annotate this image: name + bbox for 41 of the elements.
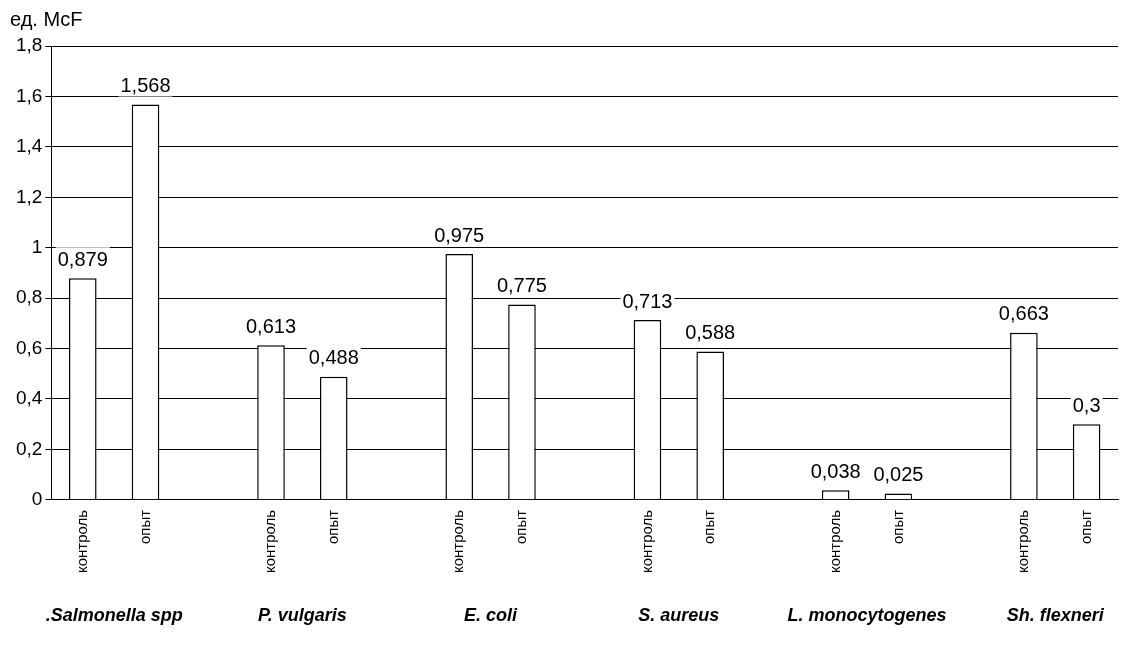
x-tick-label: опыт bbox=[888, 509, 906, 544]
data-label: 0,713 bbox=[622, 289, 673, 312]
y-tick-label: 1 bbox=[31, 235, 43, 257]
y-tick-label: 0,8 bbox=[15, 286, 43, 308]
x-tick-label: контроль bbox=[825, 509, 843, 574]
text: E. coli bbox=[464, 604, 519, 625]
y-tick-label: 1,2 bbox=[15, 185, 43, 207]
text: L. monocytogenes bbox=[787, 604, 947, 625]
data-label: 0,663 bbox=[998, 302, 1049, 325]
y-tick-label: 0,2 bbox=[15, 437, 43, 459]
y-tick-label: 0 bbox=[31, 488, 43, 510]
y-tick-label: 1,6 bbox=[15, 84, 43, 106]
data-label: 0,588 bbox=[685, 321, 736, 344]
text: P. vulgaris bbox=[258, 604, 347, 625]
data-label: 0,3 bbox=[1072, 393, 1101, 416]
y-axis-title: ед. McF bbox=[10, 7, 83, 30]
x-tick-label: контроль bbox=[1014, 509, 1032, 574]
data-label: 0,775 bbox=[496, 273, 547, 296]
data-label: 1,568 bbox=[120, 74, 171, 97]
x-tick-label: опыт bbox=[512, 509, 530, 544]
x-tick-label: контроль bbox=[449, 509, 467, 574]
x-tick-label: контроль bbox=[261, 509, 279, 574]
data-label: 0,038 bbox=[810, 459, 861, 482]
x-tick-label: опыт bbox=[700, 509, 718, 544]
y-tick-label: 1,8 bbox=[15, 34, 43, 56]
y-tick-label: 1,4 bbox=[15, 135, 43, 157]
data-label: 0,025 bbox=[873, 463, 924, 486]
x-tick-label: контроль bbox=[72, 509, 90, 574]
text: .Salmonella spp bbox=[45, 604, 183, 625]
data-label: 0,879 bbox=[57, 247, 108, 270]
data-label: 0,613 bbox=[245, 314, 297, 337]
x-tick-label: контроль bbox=[637, 509, 655, 574]
x-tick-label: опыт bbox=[135, 509, 153, 544]
data-label: 0,488 bbox=[308, 346, 359, 369]
data-label: 0,975 bbox=[434, 223, 485, 246]
x-tick-label: опыт bbox=[323, 509, 341, 544]
y-tick-label: 0,6 bbox=[15, 336, 43, 358]
text: S. aureus bbox=[638, 604, 720, 625]
text: Sh. flexneri bbox=[1006, 604, 1105, 625]
x-tick-label: опыт bbox=[1076, 509, 1094, 544]
y-tick-label: 0,4 bbox=[15, 387, 43, 409]
